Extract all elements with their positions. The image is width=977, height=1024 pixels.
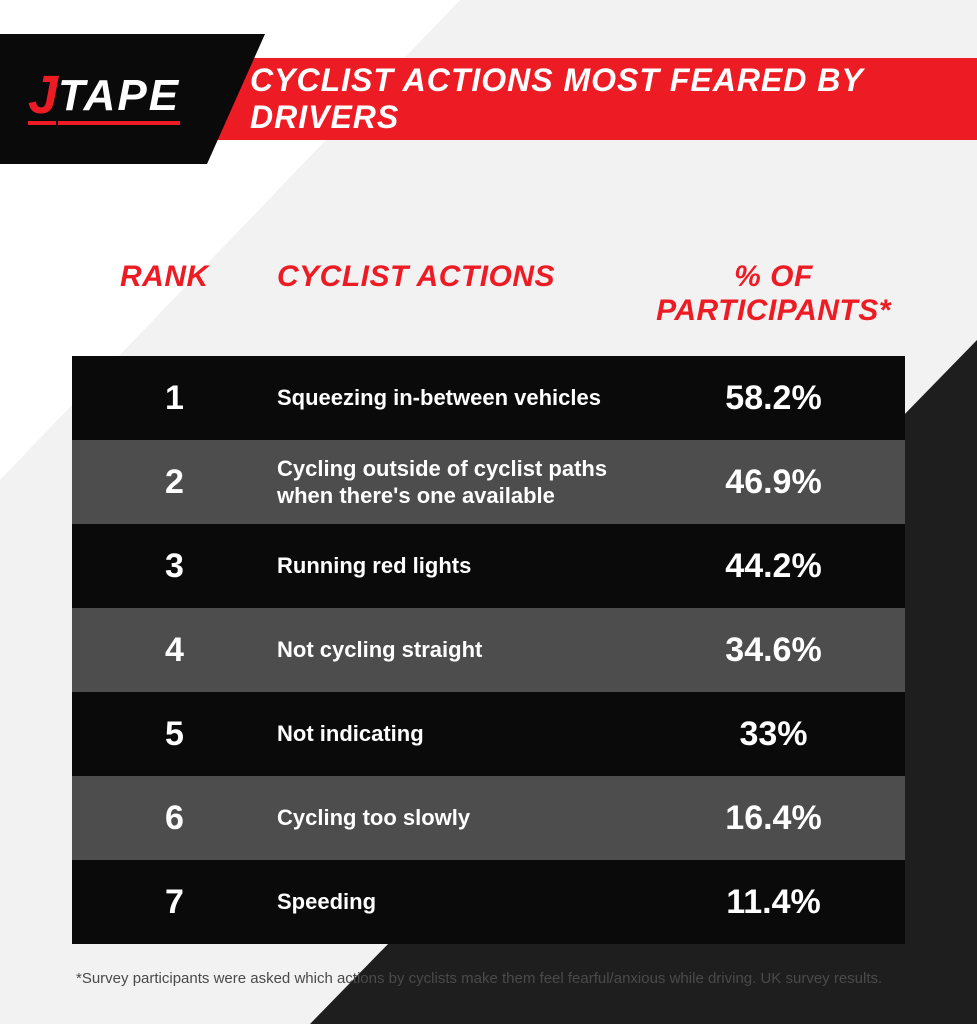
table-row: 5 Not indicating 33%	[72, 692, 905, 776]
table-row: 2 Cycling outside of cyclist paths when …	[72, 440, 905, 524]
cell-rank: 5	[72, 715, 277, 754]
cell-pct: 58.2%	[642, 379, 905, 418]
table-row: 1 Squeezing in-between vehicles 58.2%	[72, 356, 905, 440]
cell-pct: 44.2%	[642, 547, 905, 586]
table-header-row: RANK CYCLIST ACTIONS % OF PARTICIPANTS*	[72, 260, 905, 328]
cell-rank: 2	[72, 463, 277, 502]
cell-action: Squeezing in-between vehicles	[277, 384, 642, 412]
cell-action: Running red lights	[277, 552, 642, 580]
cell-pct: 16.4%	[642, 799, 905, 838]
cell-pct: 46.9%	[642, 463, 905, 502]
col-header-pct: % OF PARTICIPANTS*	[642, 260, 905, 328]
table-row: 4 Not cycling straight 34.6%	[72, 608, 905, 692]
cell-rank: 6	[72, 799, 277, 838]
logo-panel: J TAPE	[0, 34, 265, 164]
table-row: 6 Cycling too slowly 16.4%	[72, 776, 905, 860]
table-row: 3 Running red lights 44.2%	[72, 524, 905, 608]
cell-action: Cycling outside of cyclist paths when th…	[277, 455, 642, 510]
cell-rank: 1	[72, 379, 277, 418]
cell-action: Cycling too slowly	[277, 804, 642, 832]
cell-pct: 33%	[642, 715, 905, 754]
logo-word-tape: TAPE	[58, 73, 180, 125]
cell-rank: 4	[72, 631, 277, 670]
cell-rank: 7	[72, 883, 277, 922]
cell-action: Not indicating	[277, 720, 642, 748]
cell-rank: 3	[72, 547, 277, 586]
data-table: RANK CYCLIST ACTIONS % OF PARTICIPANTS* …	[72, 260, 905, 987]
title-banner: CYCLIST ACTIONS MOST FEARED BY DRIVERS	[200, 58, 977, 140]
cell-action: Speeding	[277, 888, 642, 916]
page-title: CYCLIST ACTIONS MOST FEARED BY DRIVERS	[250, 62, 977, 136]
col-header-action: CYCLIST ACTIONS	[277, 260, 642, 328]
cell-action: Not cycling straight	[277, 636, 642, 664]
table-row: 7 Speeding 11.4%	[72, 860, 905, 944]
col-header-rank: RANK	[72, 260, 277, 328]
brand-logo: J TAPE	[28, 73, 180, 125]
footnote: *Survey participants were asked which ac…	[72, 970, 905, 987]
logo-letter-j: J	[28, 73, 56, 125]
cell-pct: 34.6%	[642, 631, 905, 670]
cell-pct: 11.4%	[642, 883, 905, 922]
